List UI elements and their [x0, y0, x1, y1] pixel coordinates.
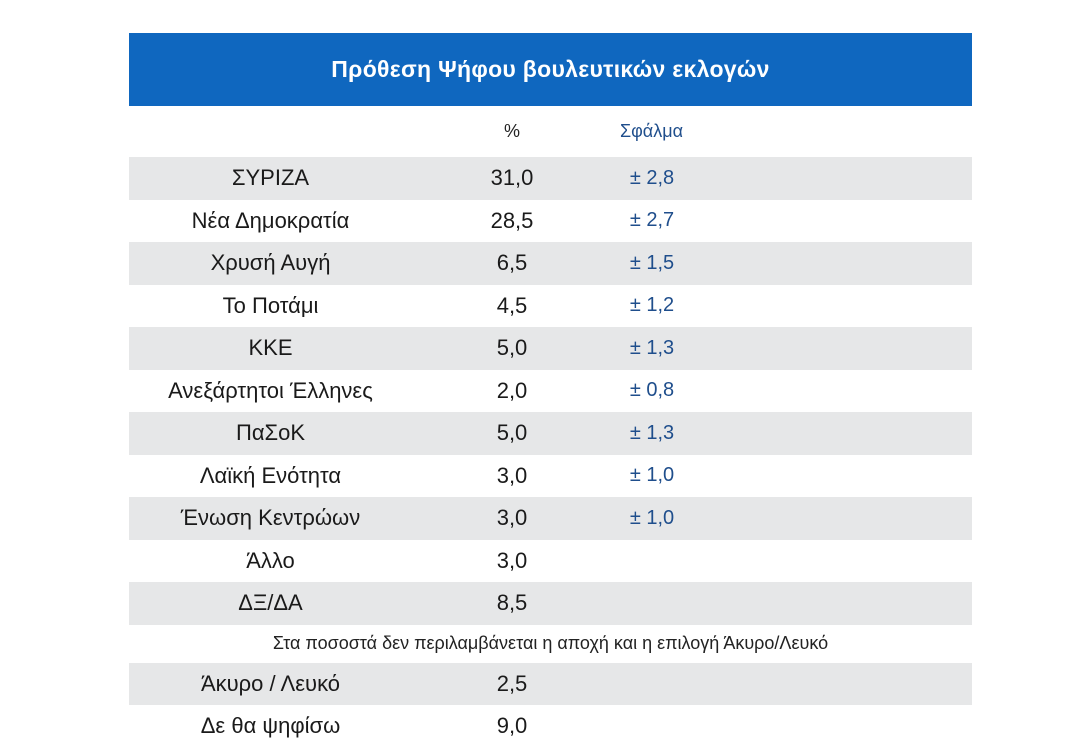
table-row: Χρυσή Αυγή 6,5 ± 1,5: [129, 242, 972, 285]
party-name: ΔΞ/ΔΑ: [238, 590, 303, 616]
table-row: Δε θα ψηφίσω 9,0: [129, 705, 972, 748]
party-error: ± 1,2: [629, 294, 675, 317]
party-error: ± 0,8: [629, 379, 675, 402]
table-row: Το Ποτάμι 4,5 ± 1,2: [129, 285, 972, 328]
column-header-row: % Σφάλμα: [129, 106, 972, 157]
party-name: ΚΚΕ: [248, 335, 293, 361]
table-row: Άλλο 3,0: [129, 540, 972, 583]
party-percent: 8,5: [496, 590, 528, 616]
table-row: ΔΞ/ΔΑ 8,5: [129, 582, 972, 625]
party-percent: 31,0: [490, 165, 534, 191]
column-header-error: Σφάλμα: [620, 121, 683, 141]
party-percent: 3,0: [496, 462, 528, 488]
party-error: ± 1,5: [629, 251, 675, 274]
party-error: ± 1,0: [629, 506, 675, 529]
table-row: ΠαΣοΚ 5,0 ± 1,3: [129, 412, 972, 455]
vote-intention-table: Πρόθεση Ψήφου βουλευτικών εκλογών % Σφάλ…: [129, 33, 972, 748]
table-row: ΚΚΕ 5,0 ± 1,3: [129, 327, 972, 370]
party-percent: 28,5: [490, 207, 534, 233]
party-name: Άλλο: [246, 547, 295, 573]
party-error: ± 1,3: [629, 421, 675, 444]
column-header-percent: %: [503, 121, 520, 141]
table-row: Ένωση Κεντρώων 3,0 ± 1,0: [129, 497, 972, 540]
party-error: ± 1,3: [629, 336, 675, 359]
party-percent: 3,0: [496, 547, 528, 573]
party-error: ± 1,0: [629, 464, 675, 487]
party-name: Το Ποτάμι: [222, 292, 319, 318]
extra-percent: 9,0: [496, 713, 528, 739]
table-row: Λαϊκή Ενότητα 3,0 ± 1,0: [129, 455, 972, 498]
party-name: Νέα Δημοκρατία: [191, 207, 350, 233]
party-percent: 3,0: [496, 505, 528, 531]
party-percent: 6,5: [496, 250, 528, 276]
extra-name: Άκυρο / Λευκό: [200, 670, 341, 696]
party-percent: 5,0: [496, 420, 528, 446]
party-name: Λαϊκή Ενότητα: [199, 462, 342, 488]
extra-name: Δε θα ψηφίσω: [200, 713, 341, 739]
party-percent: 2,0: [496, 377, 528, 403]
table-note: Στα ποσοστά δεν περιλαμβάνεται η αποχή κ…: [272, 633, 829, 653]
party-error: ± 2,8: [629, 166, 675, 189]
table-title: Πρόθεση Ψήφου βουλευτικών εκλογών: [129, 33, 972, 106]
table-row: ΣΥΡΙΖΑ 31,0 ± 2,8: [129, 157, 972, 200]
party-name: Χρυσή Αυγή: [210, 250, 331, 276]
party-error: ± 2,7: [629, 209, 675, 232]
party-name: ΠαΣοΚ: [235, 420, 306, 446]
table-row: Νέα Δημοκρατία 28,5 ± 2,7: [129, 200, 972, 243]
table-row: Ανεξάρτητοι Έλληνες 2,0 ± 0,8: [129, 370, 972, 413]
party-name: ΣΥΡΙΖΑ: [231, 165, 310, 191]
party-percent: 4,5: [496, 292, 528, 318]
party-name: Ένωση Κεντρώων: [180, 505, 361, 531]
party-percent: 5,0: [496, 335, 528, 361]
extra-percent: 2,5: [496, 670, 528, 696]
table-row: Άκυρο / Λευκό 2,5: [129, 662, 972, 705]
party-name: Ανεξάρτητοι Έλληνες: [168, 377, 373, 403]
